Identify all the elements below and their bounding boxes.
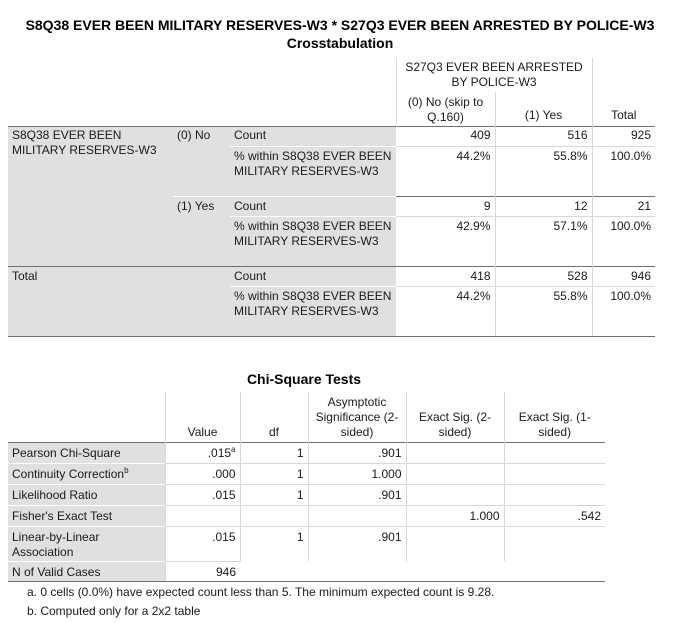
chi-cell: 1	[239, 525, 308, 561]
row-total-label: Total	[8, 265, 230, 337]
cell-value: 9	[396, 195, 496, 216]
column-header-df: df	[239, 392, 308, 442]
row-stat-label: % within S8Q38 EVER BEEN MILITARY RESERV…	[230, 145, 397, 196]
chi-cell	[406, 561, 504, 582]
cell-value: 44.2%	[396, 285, 496, 337]
cell-value: 55.8%	[494, 285, 593, 337]
chi-row-label: Continuity Correctionb	[8, 462, 165, 484]
chi-cell	[504, 561, 605, 582]
column-header-no: (0) No (skip to Q.160)	[395, 92, 496, 126]
column-header-asymptotic: Asymptotic Significance (2-sided)	[307, 392, 406, 442]
column-variable-header: S27Q3 EVER BEEN ARRESTED BY POLICE-W3	[395, 58, 593, 92]
chi-cell: .015	[164, 483, 240, 505]
header-blank	[8, 392, 165, 442]
chi-row-label: Linear-by-Linear Association	[8, 525, 165, 561]
chi-row-label: Pearson Chi-Square	[8, 441, 165, 463]
chi-row-label: N of Valid Cases	[8, 560, 165, 582]
footnote-marker: b	[124, 465, 129, 475]
chi-cell: .901	[307, 525, 406, 561]
cell-value: 528	[494, 265, 593, 286]
chi-cell: .000	[164, 462, 240, 484]
chi-cell: .901	[307, 441, 406, 463]
chi-cell	[307, 504, 406, 526]
column-header-total: Total	[591, 92, 656, 126]
cell-value: 946	[591, 265, 656, 286]
column-header-value: Value	[164, 392, 240, 442]
chi-cell: .901	[307, 483, 406, 505]
header-blank	[592, 58, 655, 92]
cell-value: 44.2%	[396, 145, 496, 196]
chi-row-label: Likelihood Ratio	[8, 483, 165, 505]
cell-value: 925	[591, 125, 656, 146]
chi-cell	[164, 504, 240, 526]
chi-square-title: Chi-Square Tests	[246, 371, 362, 387]
chi-cell	[405, 462, 504, 484]
cell-value: 100.0%	[591, 285, 656, 337]
cell-value: 409	[396, 125, 496, 146]
cell-value: 100.0%	[591, 215, 656, 266]
chi-row-label: Fisher's Exact Test	[8, 504, 165, 526]
cell-value: 42.9%	[396, 215, 496, 266]
footnote-marker: a	[231, 444, 236, 454]
chi-cell	[503, 441, 605, 463]
chi-square-table: Value df Asymptotic Significance (2-side…	[8, 392, 605, 582]
row-stat-label: Count	[230, 125, 397, 146]
chi-cell: 1.000	[405, 504, 504, 526]
chi-cell: 946	[164, 560, 240, 582]
cell-value: 55.8%	[494, 145, 593, 196]
cell-value: 21	[591, 195, 656, 216]
row-variable-label: S8Q38 EVER BEEN MILITARY RESERVES-W3	[8, 125, 173, 266]
chi-cell	[239, 504, 308, 526]
cell-value: 516	[494, 125, 593, 146]
row-category-yes: (1) Yes	[173, 195, 230, 266]
footnote-a: a. 0 cells (0.0%) have expected count le…	[27, 585, 495, 599]
chi-cell	[308, 561, 406, 582]
cell-value: 12	[494, 195, 593, 216]
header-blank	[8, 92, 396, 126]
row-category-no: (0) No	[173, 125, 230, 196]
chi-cell: .542	[503, 504, 605, 526]
chi-cell	[503, 525, 605, 561]
chi-cell	[503, 483, 605, 505]
crosstab-table: S27Q3 EVER BEEN ARRESTED BY POLICE-W3 (0…	[8, 58, 656, 337]
cell-value: 418	[396, 265, 496, 286]
row-stat-label: Count	[230, 195, 397, 216]
chi-cell: .015a	[164, 441, 240, 463]
column-header-exact-2: Exact Sig. (2-sided)	[405, 392, 504, 442]
column-header-yes: (1) Yes	[494, 92, 593, 126]
column-header-exact-1: Exact Sig. (1-sided)	[503, 392, 605, 442]
chi-cell: 1.000	[307, 462, 406, 484]
chi-cell	[405, 441, 504, 463]
chi-cell	[240, 561, 308, 582]
header-blank	[8, 58, 396, 92]
chi-cell	[405, 483, 504, 505]
chi-cell: .015	[164, 525, 240, 561]
chi-cell: 1	[239, 441, 308, 463]
row-stat-label: % within S8Q38 EVER BEEN MILITARY RESERV…	[230, 215, 397, 266]
crosstab-title: S8Q38 EVER BEEN MILITARY RESERVES-W3 * S…	[25, 17, 655, 33]
chi-cell	[503, 462, 605, 484]
chi-cell	[405, 525, 504, 561]
row-stat-label: Count	[230, 265, 397, 286]
cell-value: 100.0%	[591, 145, 656, 196]
chi-cell: 1	[239, 462, 308, 484]
footnote-b: b. Computed only for a 2x2 table	[27, 604, 201, 618]
crosstab-subtitle: Crosstabulation	[286, 35, 394, 51]
cell-value: 57.1%	[494, 215, 593, 266]
row-stat-label: % within S8Q38 EVER BEEN MILITARY RESERV…	[230, 285, 397, 337]
chi-cell: 1	[239, 483, 308, 505]
